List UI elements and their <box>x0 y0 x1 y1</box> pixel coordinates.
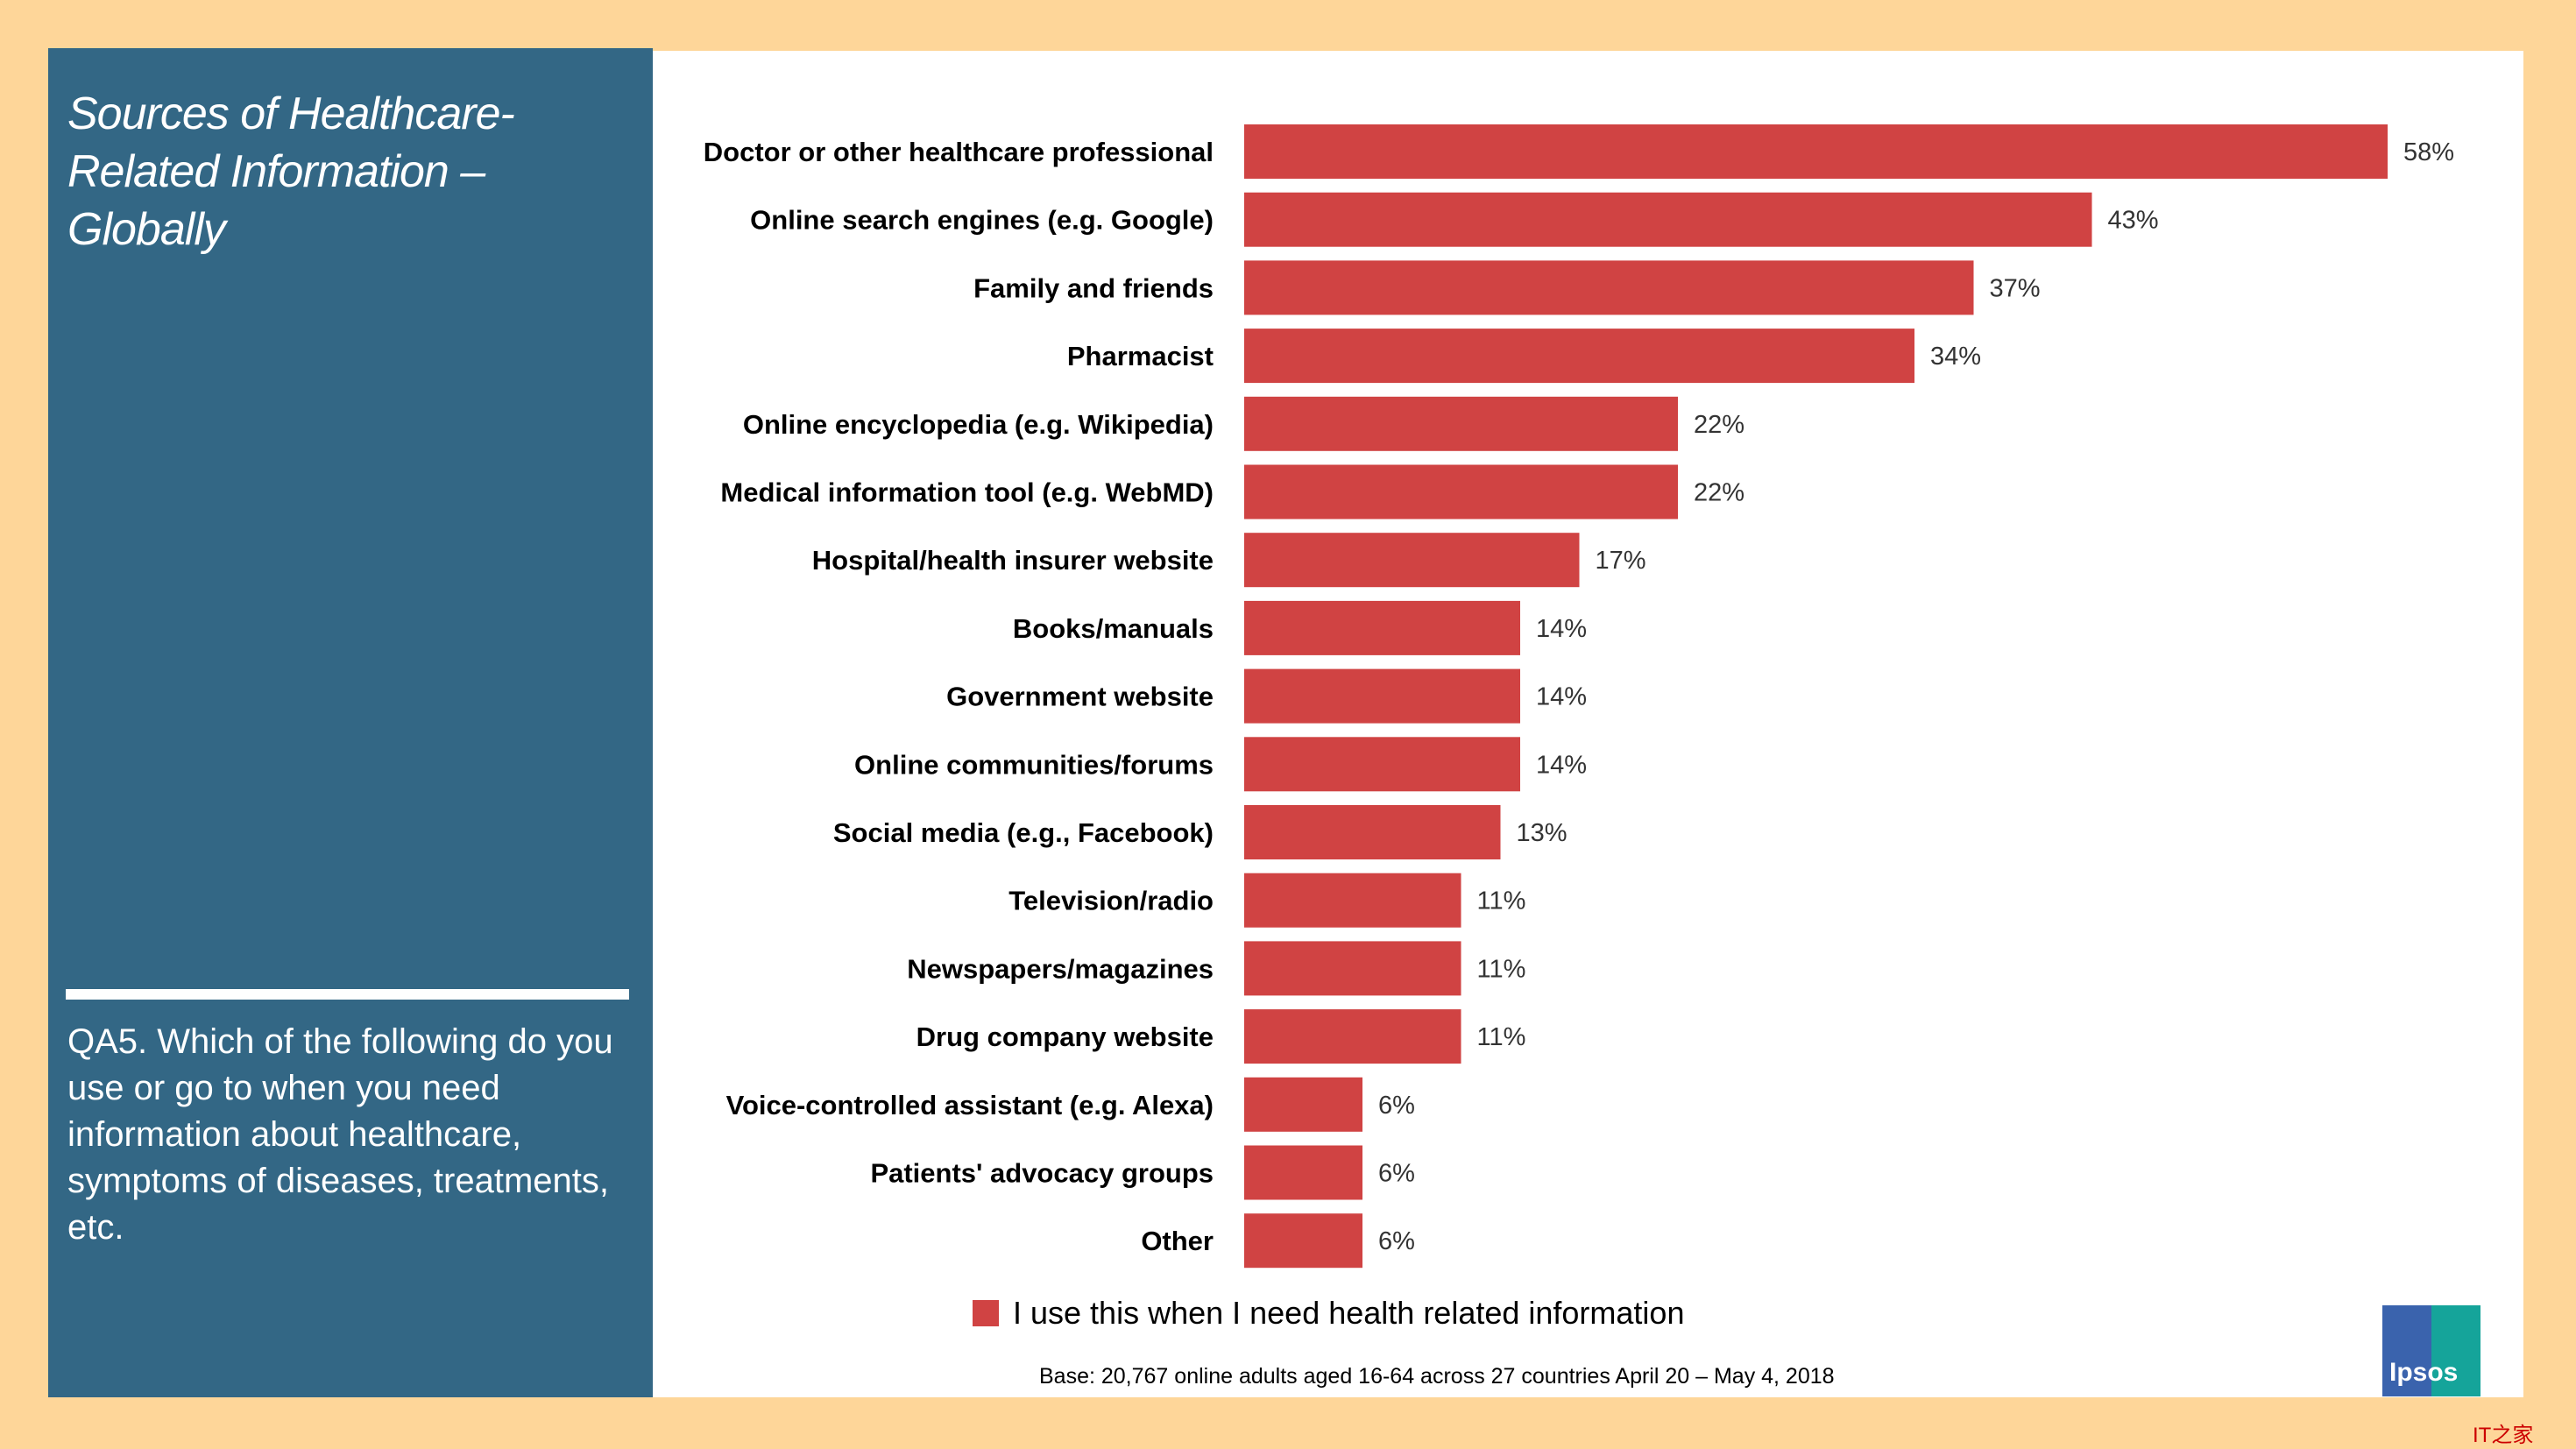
data-label: 37% <box>1990 274 2041 302</box>
category-label: Newspapers/magazines <box>907 953 1214 984</box>
bar <box>1244 1213 1362 1269</box>
data-label: 17% <box>1596 547 1646 575</box>
logo-text: Ipsos <box>2389 1358 2459 1387</box>
data-label: 34% <box>1930 343 1981 371</box>
data-label: 43% <box>2108 207 2159 235</box>
bar <box>1244 873 1461 928</box>
data-label: 14% <box>1536 615 1587 643</box>
data-label: 6% <box>1378 1227 1415 1255</box>
category-label: Television/radio <box>1008 886 1214 916</box>
bar <box>1244 124 2388 179</box>
data-label: 58% <box>2403 138 2454 166</box>
category-label: Other <box>1141 1226 1214 1256</box>
category-label: Government website <box>946 682 1214 712</box>
base-note: Base: 20,767 online adults aged 16-64 ac… <box>1039 1364 1835 1389</box>
data-label: 11% <box>1477 1023 1526 1051</box>
data-label: 6% <box>1378 1092 1415 1120</box>
data-label: 13% <box>1517 819 1568 847</box>
category-label: Patients' advocacy groups <box>870 1158 1214 1189</box>
bar <box>1244 737 1520 792</box>
category-label: Pharmacist <box>1067 341 1214 371</box>
bar <box>1244 941 1461 996</box>
category-label: Family and friends <box>973 272 1214 303</box>
side-panel: Sources of Healthcare-Related Informatio… <box>48 48 653 1397</box>
ipsos-logo: Ipsos <box>2382 1305 2480 1396</box>
data-label: 22% <box>1694 479 1744 507</box>
slide-title: Sources of Healthcare-Related Informatio… <box>67 88 515 255</box>
category-label: Online search engines (e.g. Google) <box>750 205 1214 236</box>
category-label: Medical information tool (e.g. WebMD) <box>720 477 1214 508</box>
bar <box>1244 805 1501 859</box>
bar <box>1244 1077 1362 1132</box>
bar <box>1244 533 1580 588</box>
data-label: 11% <box>1477 955 1526 983</box>
bar <box>1244 464 1678 520</box>
watermark: IT之家 <box>2473 1424 2534 1447</box>
bar <box>1244 1145 1362 1200</box>
bar <box>1244 668 1520 724</box>
question-text: QA5. Which of the following do you use o… <box>67 1022 613 1247</box>
category-label: Voice-controlled assistant (e.g. Alexa) <box>726 1090 1214 1120</box>
data-label: 6% <box>1378 1160 1415 1188</box>
bar <box>1244 329 1914 384</box>
data-label: 22% <box>1694 411 1744 439</box>
legend-label: I use this when I need health related in… <box>1013 1295 1685 1331</box>
bar <box>1244 260 1974 315</box>
legend: I use this when I need health related in… <box>973 1295 1684 1332</box>
bar <box>1244 600 1520 655</box>
category-label: Social media (e.g., Facebook) <box>833 817 1214 848</box>
category-label: Online encyclopedia (e.g. Wikipedia) <box>743 409 1214 440</box>
divider <box>66 989 629 1000</box>
bar <box>1244 192 2092 247</box>
bar <box>1244 396 1678 451</box>
category-label: Online communities/forums <box>854 749 1214 780</box>
bar <box>1244 1009 1461 1064</box>
data-label: 14% <box>1536 751 1587 779</box>
category-label: Drug company website <box>916 1021 1214 1052</box>
legend-swatch <box>973 1300 999 1326</box>
category-label: Doctor or other healthcare professional <box>704 137 1214 167</box>
data-label: 11% <box>1477 887 1526 915</box>
data-label: 14% <box>1536 683 1587 711</box>
category-label: Books/manuals <box>1013 613 1214 644</box>
category-label: Hospital/health insurer website <box>812 545 1214 576</box>
